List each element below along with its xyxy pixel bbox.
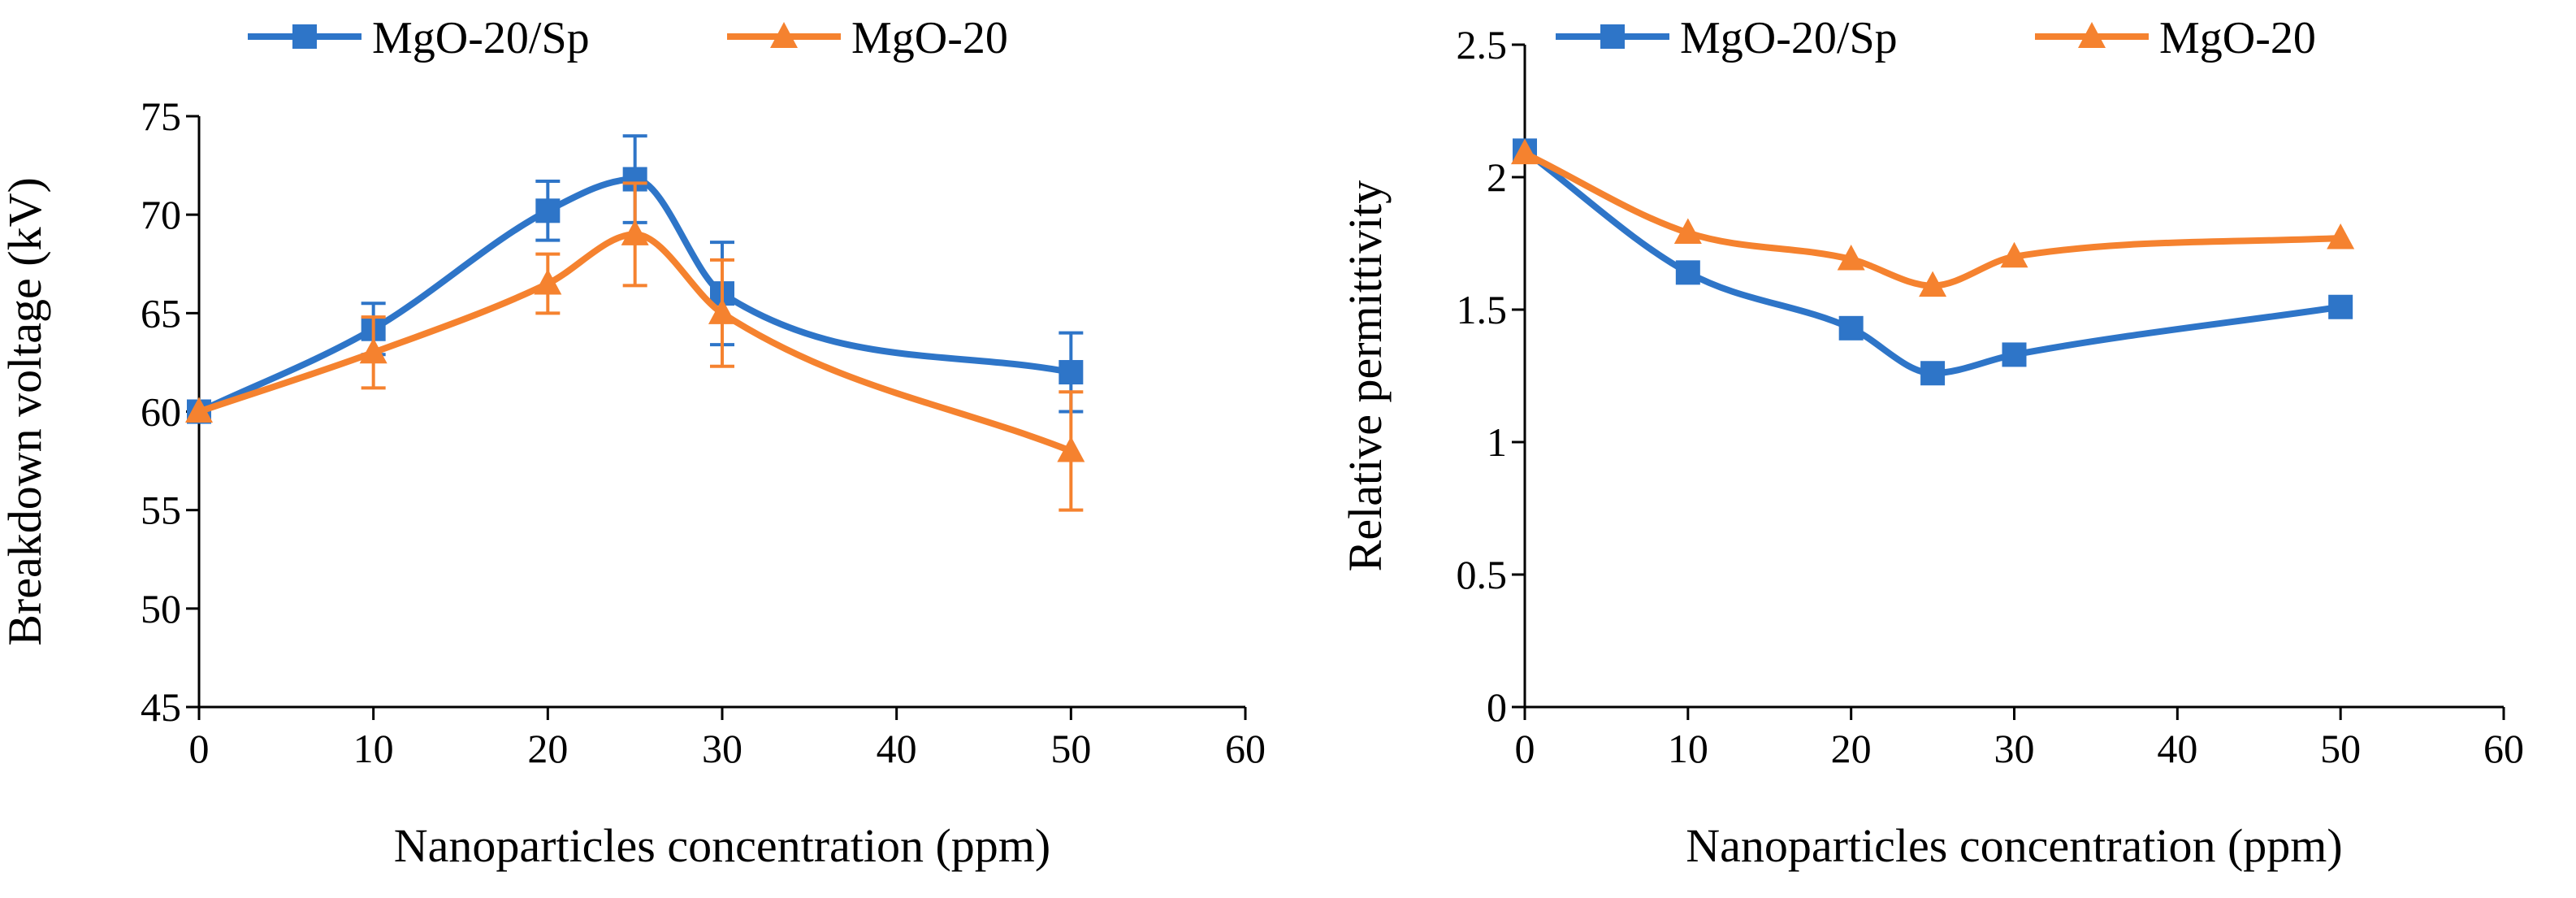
y-tick-label: 50 (141, 586, 181, 631)
data-point-square (2328, 294, 2353, 319)
data-point-triangle (1919, 271, 1947, 297)
legend-entry: MgO-20 (2035, 13, 2316, 63)
legend-marker-triangle (2078, 22, 2106, 48)
x-tick-label: 30 (702, 726, 742, 771)
y-tick-label: 0.5 (1457, 552, 1508, 597)
legend-label: MgO-20/Sp (372, 13, 590, 63)
x-tick-label: 30 (1994, 726, 2035, 771)
y-tick-label: 55 (141, 488, 181, 533)
data-point-triangle (1057, 436, 1085, 462)
data-point-square (2002, 342, 2027, 367)
relative-permittivity-chart: 0 0.5 1 1.5 2 2.5 0 10 20 30 40 50 60 Nanoparticles c… (1339, 13, 2524, 872)
data-point-square (1920, 361, 1946, 386)
data-point-triangle (534, 268, 562, 295)
x-tick-label: 0 (189, 726, 210, 771)
legend-label: MgO-20 (2159, 13, 2316, 63)
series-line (1522, 148, 2341, 377)
legend-marker-square (1600, 24, 1625, 49)
legend-entry: MgO-20/Sp (1556, 13, 1898, 63)
y-tick-label: 2 (1487, 154, 1507, 200)
x-axis-title: Nanoparticles concentration (ppm) (1686, 819, 2342, 872)
legend-entry: MgO-20/Sp (248, 13, 590, 63)
y-tick-label: 75 (141, 93, 181, 139)
x-tick-label: 60 (1225, 726, 1266, 771)
y-tick-label: 0 (1487, 684, 1507, 730)
data-point-triangle (621, 219, 649, 245)
y-tick-label: 1 (1487, 419, 1507, 465)
data-point-triangle (708, 298, 736, 324)
data-point-square (1675, 260, 1700, 285)
y-axis-title: Breakdown voltage (kV) (0, 177, 51, 646)
x-tick-label: 40 (877, 726, 917, 771)
data-point-triangle (185, 397, 213, 423)
series-mgo-20 (185, 181, 1085, 512)
y-tick-label: 70 (141, 192, 181, 237)
data-point-square (1059, 360, 1084, 385)
x-axis-title: Nanoparticles concentration (ppm) (394, 819, 1050, 872)
y-tick-label: 1.5 (1457, 287, 1508, 332)
data-point-triangle (2000, 241, 2028, 268)
x-tick-label: 20 (1831, 726, 1872, 771)
data-point-triangle (1837, 245, 1865, 271)
y-tick-label: 45 (141, 684, 181, 730)
series-mgo-20-sp (1513, 138, 2353, 386)
breakdown-voltage-chart: 45 50 55 60 65 70 75 0 10 20 30 40 50 60 Nanoparticles… (0, 13, 1266, 872)
series-line (1523, 150, 2341, 289)
x-tick-label: 10 (353, 726, 394, 771)
legend-marker-square (292, 24, 317, 49)
legend-marker-triangle (770, 22, 798, 48)
data-point-triangle (2327, 223, 2355, 249)
y-axis-title: Relative permittivity (1339, 180, 1392, 572)
data-point-triangle (359, 337, 387, 364)
y-tick-label: 2.5 (1457, 22, 1508, 67)
legend-entry: MgO-20 (727, 13, 1008, 63)
data-point-square (535, 198, 561, 223)
data-point-triangle (1511, 138, 1539, 165)
x-tick-label: 40 (2157, 726, 2197, 771)
y-tick-label: 65 (141, 290, 181, 336)
x-tick-label: 50 (1050, 726, 1091, 771)
data-point-square (1838, 315, 1864, 341)
x-tick-label: 0 (1515, 726, 1535, 771)
series-line (197, 231, 1072, 454)
x-tick-label: 60 (2483, 726, 2524, 771)
series-line (197, 176, 1072, 415)
y-tick-label: 60 (141, 389, 181, 435)
legend-label: MgO-20 (851, 13, 1008, 63)
series-mgo-20 (1511, 138, 2355, 297)
data-point-triangle (1673, 218, 1702, 244)
x-tick-label: 50 (2320, 726, 2361, 771)
x-tick-label: 20 (527, 726, 568, 771)
legend-label: MgO-20/Sp (1680, 13, 1898, 63)
x-tick-label: 10 (1668, 726, 1708, 771)
